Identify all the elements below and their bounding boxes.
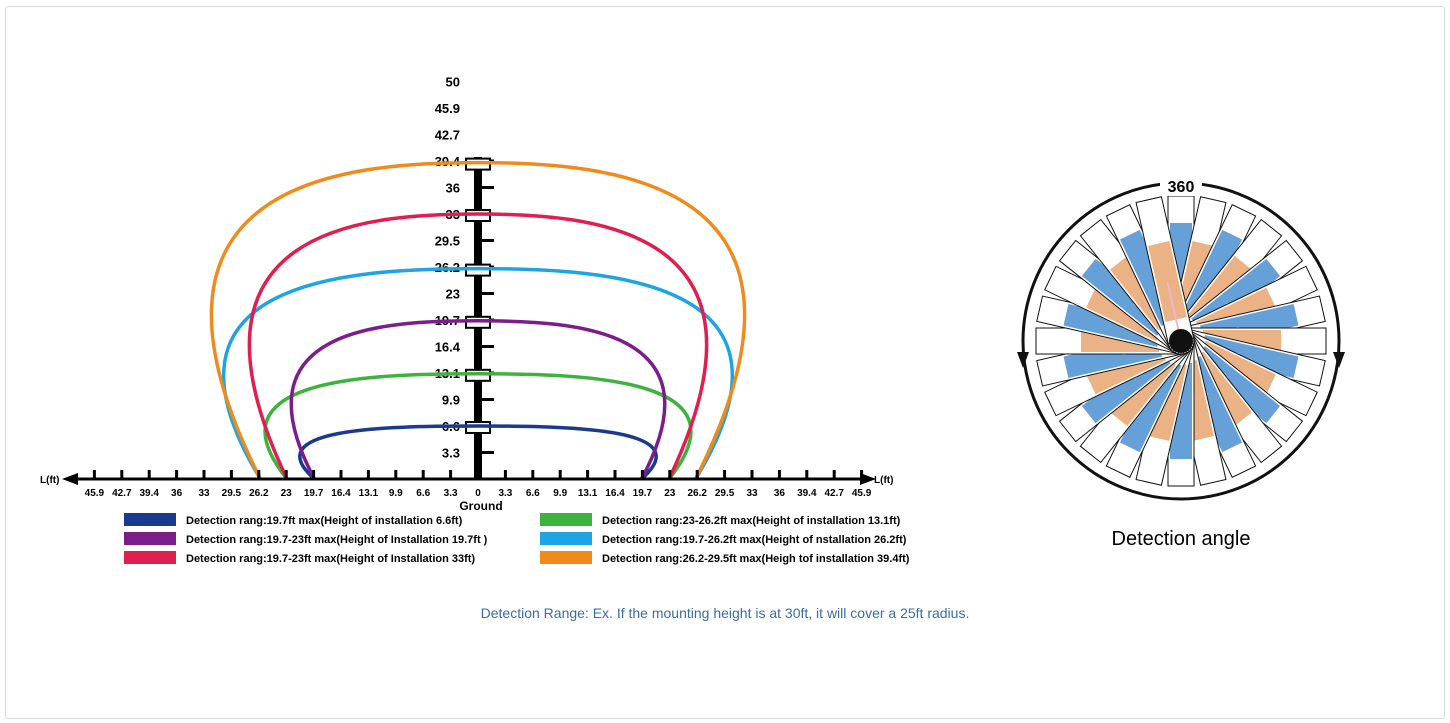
x-axis-label-right: L(ft) [874, 475, 893, 486]
left-arrow-icon [62, 473, 78, 485]
detection-range-diagram: 3.36.69.913.116.419.72326.229.5333639.44… [40, 75, 910, 566]
legend-swatch [540, 513, 592, 526]
legend-label: Detection rang:19.7-23ft max(Height of I… [186, 553, 475, 565]
legend-swatch [540, 532, 592, 545]
x-tick-label: 45.9 [852, 488, 872, 499]
right-arrow-icon [860, 473, 876, 485]
x-tick-label: 36 [171, 488, 183, 499]
x-axis-label-left: L(ft) [40, 475, 59, 486]
x-axis-tick-labels: 45.9 42.7 39.4 36 33 29.5 26.2 23 19.7 16.4 13.1 9.… [85, 488, 872, 499]
x-tick-label: 36 [774, 488, 786, 499]
legend-swatch [124, 532, 176, 545]
detection-arc [263, 372, 693, 481]
x-tick-label: 23 [664, 488, 676, 499]
x-tick-label: 3.3 [498, 488, 512, 499]
x-tick-label: 13.1 [359, 488, 379, 499]
legend: Detection rang:19.7ft max(Height of inst… [124, 513, 910, 565]
x-tick-label: 19.7 [633, 488, 653, 499]
x-tick-label: 29.5 [715, 488, 735, 499]
x-tick-label: 9.9 [389, 488, 403, 499]
detection-arcs [209, 160, 747, 481]
ground-label: Ground [459, 499, 502, 513]
y-tick-label: 45.9 [435, 101, 460, 116]
x-tick-label: 33 [746, 488, 758, 499]
legend-label: Detection rang:19.7ft max(Height of inst… [186, 515, 463, 527]
detection-arc [221, 266, 735, 480]
y-tick-label: 50 [446, 75, 460, 90]
x-tick-label: 13.1 [578, 488, 598, 499]
legend-label: Detection rang:26.2-29.5ft max(Heigh tof… [602, 553, 910, 565]
x-tick-label: 6.6 [416, 488, 430, 499]
x-tick-label: 26.2 [249, 488, 269, 499]
legend-label: Detection rang:19.7-26.2ft max(Height of… [602, 534, 907, 546]
x-tick-label: 6.6 [526, 488, 540, 499]
legend-swatch [124, 513, 176, 526]
y-tick-label: 16.4 [435, 340, 461, 355]
legend-swatch [540, 551, 592, 564]
x-tick-label: 29.5 [222, 488, 242, 499]
x-tick-label: 42.7 [824, 488, 844, 499]
x-tick-label: 33 [198, 488, 210, 499]
detection-arc [289, 319, 667, 480]
x-tick-label: 26.2 [687, 488, 707, 499]
x-tick-label: 0 [475, 488, 481, 499]
x-tick-label: 39.4 [797, 488, 817, 499]
x-tick-label: 19.7 [304, 488, 324, 499]
detection-arc [247, 212, 709, 480]
legend-swatch [124, 551, 176, 564]
y-tick-label: 42.7 [435, 128, 460, 143]
sensor-pole [465, 157, 494, 479]
legend-label: Detection rang:23-26.2ft max(Height of i… [602, 515, 901, 527]
x-tick-label: 42.7 [112, 488, 132, 499]
detection-arc [209, 160, 747, 480]
x-tick-label: 45.9 [85, 488, 105, 499]
x-axis: L(ft) L(ft) [40, 470, 893, 486]
y-tick-label: 36 [446, 181, 460, 196]
y-tick-label: 29.5 [435, 234, 460, 249]
y-tick-label: 23 [446, 287, 460, 302]
x-tick-label: 39.4 [139, 488, 159, 499]
y-tick-label: 3.3 [442, 446, 460, 461]
detection-arc [298, 424, 658, 481]
legend-label: Detection rang:19.7-23ft max(Height of I… [186, 534, 488, 546]
caption: Detection Range: Ex. If the mounting hei… [480, 605, 970, 621]
x-tick-label: 16.4 [331, 488, 351, 499]
x-tick-label: 23 [281, 488, 293, 499]
x-tick-label: 16.4 [605, 488, 625, 499]
x-tick-label: 3.3 [444, 488, 458, 499]
x-tick-label: 9.9 [553, 488, 567, 499]
y-tick-label: 9.9 [442, 393, 460, 408]
